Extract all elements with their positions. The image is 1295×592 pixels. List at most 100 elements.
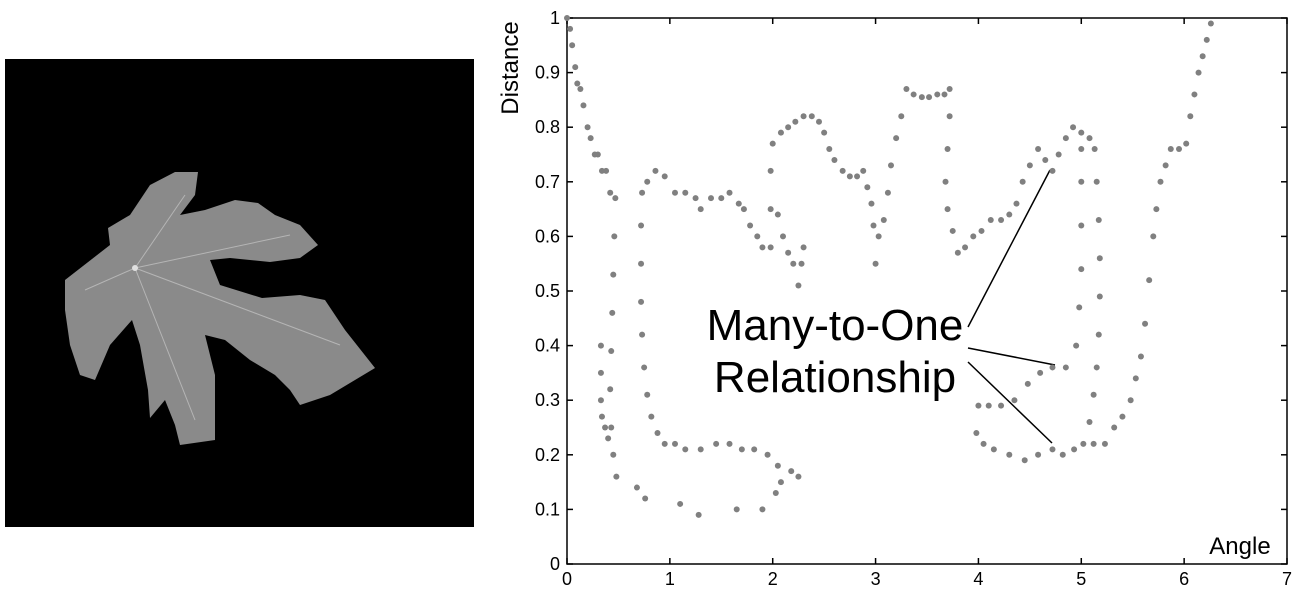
point	[608, 424, 615, 431]
point	[654, 429, 661, 436]
point	[946, 85, 953, 92]
point	[1096, 293, 1103, 300]
annotation-text: Many-to-One	[707, 301, 964, 350]
point	[1111, 424, 1118, 431]
point	[661, 173, 668, 180]
x-tick-label: 7	[1282, 569, 1292, 589]
point	[1162, 162, 1169, 169]
point	[1019, 178, 1026, 185]
point	[777, 129, 784, 136]
point	[821, 129, 828, 136]
point	[738, 446, 745, 453]
point	[785, 249, 792, 256]
point	[607, 189, 614, 196]
x-tick-label: 2	[768, 569, 778, 589]
point	[1153, 206, 1160, 213]
point	[677, 500, 684, 507]
point	[1049, 446, 1056, 453]
y-tick-label: 0.5	[535, 281, 560, 301]
point	[726, 189, 733, 196]
point	[1127, 397, 1134, 404]
point	[800, 113, 807, 120]
point	[1195, 69, 1202, 76]
point	[638, 260, 645, 267]
leaf-node	[132, 265, 138, 271]
point	[1150, 233, 1157, 240]
point	[1101, 440, 1108, 447]
point	[1191, 91, 1198, 98]
point	[1078, 266, 1085, 273]
point	[584, 124, 591, 131]
point	[872, 260, 879, 267]
point	[998, 217, 1005, 224]
point	[713, 440, 720, 447]
point	[978, 227, 985, 234]
point	[910, 91, 917, 98]
point	[868, 200, 875, 207]
point	[751, 446, 758, 453]
point	[826, 146, 833, 153]
point	[672, 440, 678, 447]
point	[1157, 178, 1164, 185]
point	[682, 189, 689, 196]
point	[574, 80, 581, 87]
point	[759, 244, 766, 251]
point	[767, 206, 774, 213]
y-tick-label: 1	[550, 8, 560, 28]
point	[1062, 135, 1069, 142]
point	[780, 233, 786, 240]
point	[638, 222, 645, 229]
point	[970, 233, 977, 240]
point	[1093, 178, 1100, 185]
point	[605, 435, 612, 442]
point	[1076, 304, 1083, 311]
point	[1086, 135, 1093, 142]
y-tick-label: 0.4	[535, 336, 560, 356]
point	[602, 424, 609, 431]
point	[1119, 413, 1126, 420]
point	[754, 233, 761, 240]
point	[1207, 20, 1214, 27]
point	[1146, 277, 1153, 284]
x-tick-label: 3	[871, 569, 881, 589]
point	[846, 173, 853, 180]
point	[642, 495, 649, 502]
x-tick-label: 0	[562, 569, 572, 589]
y-tick-label: 0.1	[535, 499, 560, 519]
y-tick-label: 0.3	[535, 390, 560, 410]
point	[788, 468, 795, 475]
leaf-image	[5, 59, 474, 527]
point	[597, 369, 604, 376]
point	[860, 167, 867, 174]
point	[733, 506, 740, 513]
point	[633, 484, 640, 491]
point	[597, 397, 604, 404]
point	[639, 189, 646, 196]
point	[644, 391, 651, 398]
point	[1006, 451, 1013, 458]
point	[1091, 146, 1098, 153]
point	[1006, 211, 1013, 218]
y-tick-label: 0	[550, 554, 560, 574]
point	[800, 244, 807, 251]
y-tick-label: 0.7	[535, 172, 560, 192]
point	[652, 167, 659, 174]
point	[1042, 156, 1049, 163]
point	[926, 94, 933, 101]
point	[692, 195, 699, 202]
point	[1187, 113, 1194, 120]
point	[1176, 146, 1182, 153]
point	[1021, 457, 1028, 464]
leaf-shape	[65, 172, 375, 445]
point	[1137, 353, 1144, 360]
point	[1049, 364, 1056, 371]
point	[598, 413, 605, 420]
x-axis-label: Angle	[1209, 533, 1270, 560]
point	[764, 451, 771, 458]
point	[949, 227, 956, 234]
point	[875, 233, 882, 240]
point	[695, 511, 702, 518]
y-axis-label: Distance	[497, 21, 524, 114]
point	[888, 162, 894, 169]
